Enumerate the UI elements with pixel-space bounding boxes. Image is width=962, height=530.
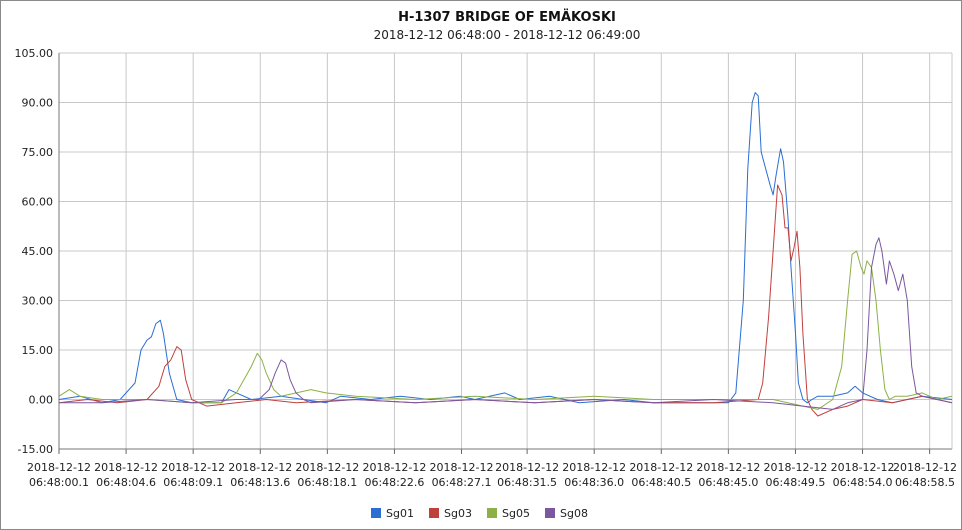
x-tick-time: 06:48:54.0: [833, 476, 893, 489]
x-tick-date: 2018-12-12: [696, 461, 760, 474]
x-tick-date: 2018-12-12: [893, 461, 957, 474]
x-tick-date: 2018-12-12: [228, 461, 292, 474]
x-tick-time: 06:48:09.1: [163, 476, 223, 489]
series-lines: [58, 92, 953, 417]
y-tick-label: 15.00: [22, 344, 54, 357]
legend-label: Sg01: [386, 507, 414, 520]
axes: [58, 53, 953, 454]
legend-label: Sg03: [444, 507, 472, 520]
legend[interactable]: Sg01 Sg03 Sg05 Sg08: [371, 507, 588, 520]
x-tick-date: 2018-12-12: [94, 461, 158, 474]
x-tick-date: 2018-12-12: [430, 461, 494, 474]
legend-swatch: [487, 508, 497, 518]
y-tick-label: 45.00: [22, 245, 54, 258]
x-tick-time: 06:48:27.1: [432, 476, 492, 489]
y-tick-label: 75.00: [22, 146, 54, 159]
series-line-sg05: [58, 250, 953, 410]
x-tick-time: 06:48:45.0: [698, 476, 758, 489]
x-tick-time: 06:48:40.5: [631, 476, 691, 489]
chart-subtitle: 2018-12-12 06:48:00 - 2018-12-12 06:49:0…: [374, 28, 641, 42]
x-tick-date: 2018-12-12: [27, 461, 91, 474]
legend-swatch: [545, 508, 555, 518]
y-tick-label: -15.00: [18, 443, 53, 456]
legend-swatch: [371, 508, 381, 518]
x-tick-time: 06:48:00.1: [29, 476, 89, 489]
legend-label: Sg08: [560, 507, 588, 520]
legend-item-sg08[interactable]: Sg08: [545, 507, 588, 520]
series-line-sg08: [59, 237, 953, 410]
x-tick-date: 2018-12-12: [562, 461, 626, 474]
x-tick-time: 06:48:22.6: [364, 476, 424, 489]
x-tick-time: 06:48:04.6: [96, 476, 156, 489]
chart-title: H-1307 BRIDGE OF EMÄKOSKI: [398, 9, 616, 25]
x-tick-time: 06:48:18.1: [297, 476, 357, 489]
x-tick-date: 2018-12-12: [362, 461, 426, 474]
x-tick-time: 06:48:36.0: [564, 476, 624, 489]
legend-item-sg05[interactable]: Sg05: [487, 507, 530, 520]
x-tick-date: 2018-12-12: [763, 461, 827, 474]
y-tick-label: 60.00: [22, 196, 54, 209]
y-tick-label: 0.00: [29, 394, 54, 407]
x-tick-time: 06:48:31.5: [497, 476, 557, 489]
x-tick-date: 2018-12-12: [495, 461, 559, 474]
x-tick-date: 2018-12-12: [629, 461, 693, 474]
legend-item-sg01[interactable]: Sg01: [371, 507, 414, 520]
y-tick-label: 90.00: [22, 97, 54, 110]
x-tick-labels: 2018-12-12 06:48:00.1 2018-12-12 06:48:04.6…: [27, 461, 957, 489]
y-tick-label: 105.00: [15, 47, 54, 60]
legend-label: Sg05: [502, 507, 530, 520]
x-tick-date: 2018-12-12: [831, 461, 895, 474]
x-tick-time: 06:48:13.6: [230, 476, 290, 489]
y-tick-labels: -15.00 0.00 15.00 30.00 45.00 60.00 75.00 90.00…: [15, 47, 54, 456]
grid: [58, 52, 952, 450]
x-tick-time: 06:48:58.5: [895, 476, 955, 489]
legend-swatch: [429, 508, 439, 518]
x-tick-time: 06:48:49.5: [766, 476, 826, 489]
legend-item-sg03[interactable]: Sg03: [429, 507, 472, 520]
y-tick-label: 30.00: [22, 295, 54, 308]
x-tick-date: 2018-12-12: [295, 461, 359, 474]
x-tick-date: 2018-12-12: [161, 461, 225, 474]
